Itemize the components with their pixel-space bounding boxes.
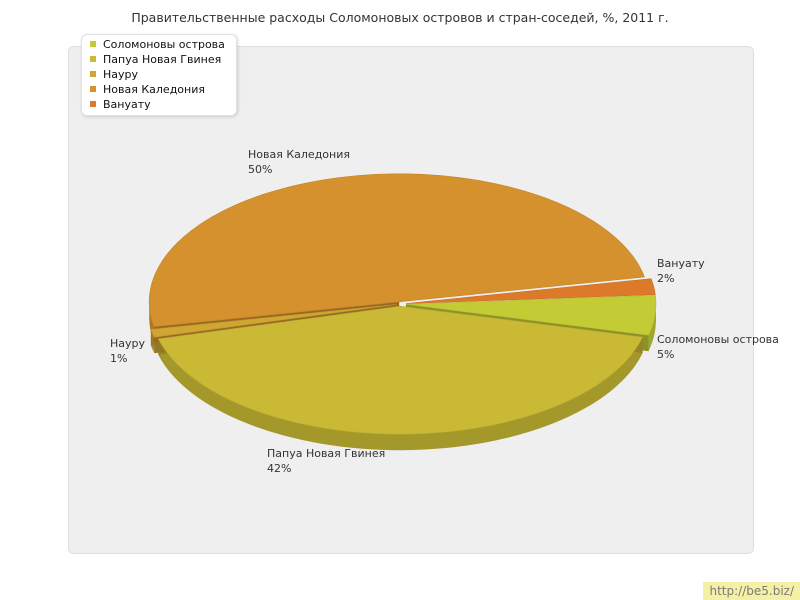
- slice-value-label: 2%: [657, 272, 674, 285]
- pie-slice: [405, 295, 657, 336]
- pie-slice: [148, 173, 645, 328]
- pie-slice: [150, 304, 397, 338]
- legend-label: Новая Каледония: [103, 83, 205, 96]
- slice-name-label: Новая Каледония: [248, 148, 350, 161]
- legend-swatch: [90, 71, 96, 77]
- legend-swatch: [90, 86, 96, 92]
- slice-name-label: Науру: [110, 337, 146, 350]
- slice-value-label: 50%: [248, 163, 272, 176]
- pie-tops: [148, 173, 657, 435]
- legend: Соломоновы острова Папуа Новая Гвинея На…: [81, 34, 237, 116]
- watermark-link[interactable]: http://be5.biz/: [703, 582, 800, 600]
- pie-slice: [405, 278, 656, 304]
- pie-slice-side: [158, 337, 643, 451]
- slice-value-label: 42%: [267, 462, 291, 475]
- legend-item-png[interactable]: Папуа Новая Гвинея: [90, 53, 221, 67]
- legend-label: Соломоновы острова: [103, 38, 225, 51]
- slice-name-label: Соломоновы острова: [657, 333, 779, 346]
- legend-label: Науру: [103, 68, 139, 81]
- pie-labels: Соломоновы острова 5% Папуа Новая Гвинея 42…: [110, 148, 779, 475]
- legend-swatch: [90, 56, 96, 62]
- legend-item-nauru[interactable]: Науру: [90, 68, 138, 82]
- legend-label: Вануату: [103, 98, 151, 111]
- slice-name-label: Вануату: [657, 257, 705, 270]
- pie-slice-side: [648, 304, 656, 352]
- legend-item-solomon[interactable]: Соломоновы острова: [90, 38, 225, 52]
- slice-name-label: Папуа Новая Гвинея: [267, 447, 385, 460]
- legend-swatch: [90, 101, 96, 107]
- legend-item-new-caledonia[interactable]: Новая Каледония: [90, 83, 205, 97]
- slice-value-label: 5%: [657, 348, 674, 361]
- pie-slice: [157, 305, 644, 435]
- legend-label: Папуа Новая Гвинея: [103, 53, 222, 66]
- legend-item-vanuatu[interactable]: Вануату: [90, 98, 151, 112]
- legend-swatch: [90, 41, 96, 47]
- slice-value-label: 1%: [110, 352, 127, 365]
- chart-title: Правительственные расходы Соломоновых ос…: [131, 10, 669, 25]
